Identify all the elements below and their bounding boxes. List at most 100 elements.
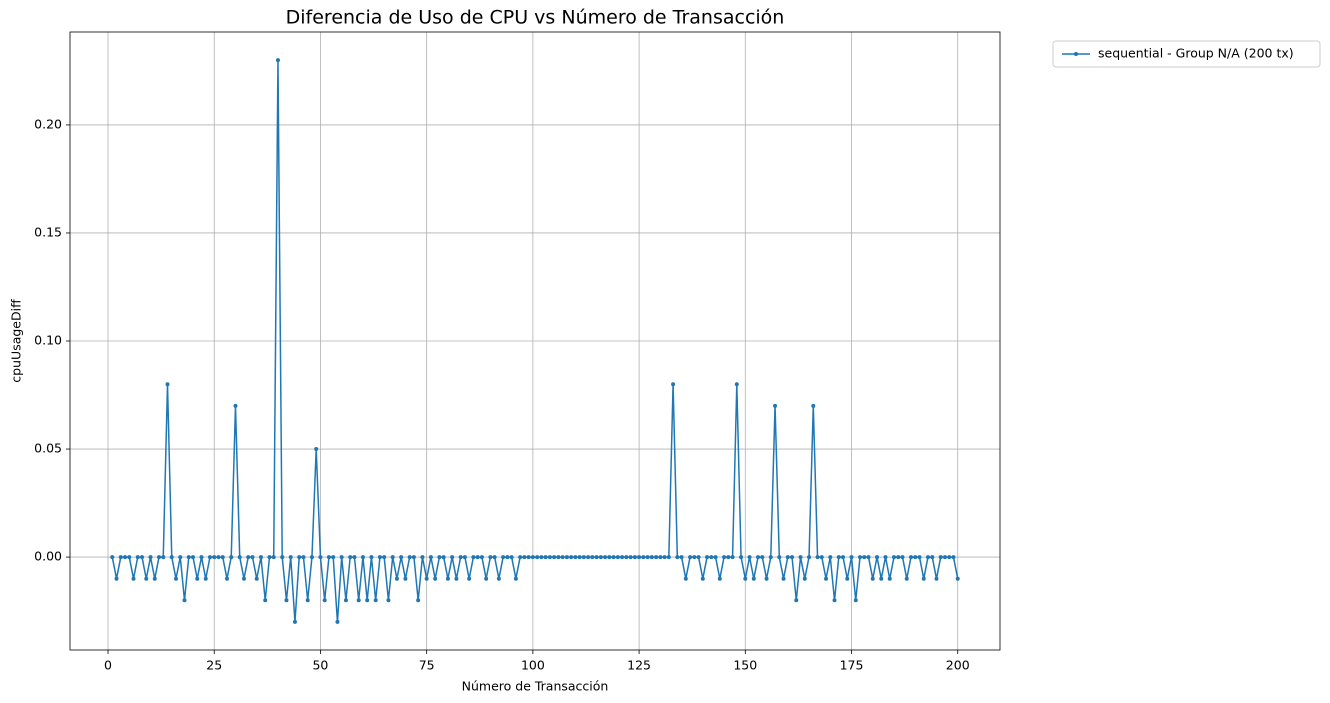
data-point	[819, 555, 824, 560]
data-point	[764, 576, 769, 581]
data-point	[730, 555, 735, 560]
data-point	[683, 576, 688, 581]
data-point	[462, 555, 467, 560]
data-point	[870, 576, 875, 581]
data-point	[450, 555, 455, 560]
data-point	[428, 555, 433, 560]
data-point	[356, 598, 361, 603]
data-point	[726, 555, 731, 560]
x-tick-label: 175	[840, 658, 864, 673]
data-point	[390, 555, 395, 560]
data-point	[637, 555, 642, 560]
x-tick-label: 25	[206, 658, 222, 673]
y-axis-label: cpuUsageDiff	[9, 299, 24, 383]
data-point	[696, 555, 701, 560]
data-point	[123, 555, 128, 560]
data-point	[271, 555, 276, 560]
data-point	[573, 555, 578, 560]
data-point	[403, 576, 408, 581]
data-point	[751, 576, 756, 581]
data-point	[849, 555, 854, 560]
data-point	[811, 403, 816, 408]
data-point	[471, 555, 476, 560]
data-point	[479, 555, 484, 560]
data-point	[207, 555, 212, 560]
data-point	[386, 598, 391, 603]
data-point	[445, 576, 450, 581]
data-point	[734, 382, 739, 387]
data-point	[305, 598, 310, 603]
data-point	[921, 576, 926, 581]
data-point	[743, 576, 748, 581]
data-point	[292, 619, 297, 624]
data-point	[675, 555, 680, 560]
legend-box	[1052, 40, 1321, 68]
x-tick-label: 0	[104, 658, 112, 673]
data-point	[768, 555, 773, 560]
x-tick-label: 50	[312, 658, 328, 673]
data-point	[505, 555, 510, 560]
data-point	[246, 555, 251, 560]
data-point	[917, 555, 922, 560]
data-point	[798, 555, 803, 560]
x-axis-label: Número de Transacción	[462, 679, 609, 694]
data-point	[250, 555, 255, 560]
data-point	[815, 555, 820, 560]
plot-frame	[69, 31, 1001, 651]
data-point	[654, 555, 659, 560]
data-point	[437, 555, 442, 560]
data-point	[509, 555, 514, 560]
data-point	[900, 555, 905, 560]
data-point	[603, 555, 608, 560]
data-point	[118, 555, 123, 560]
data-point	[174, 576, 179, 581]
data-point	[127, 555, 132, 560]
x-tick-label: 75	[419, 658, 435, 673]
data-point	[942, 555, 947, 560]
data-point	[828, 555, 833, 560]
data-point	[416, 598, 421, 603]
data-point	[492, 555, 497, 560]
data-point	[377, 555, 382, 560]
data-point	[114, 576, 119, 581]
data-point	[925, 555, 930, 560]
data-point	[875, 555, 880, 560]
data-point	[679, 555, 684, 560]
data-point	[628, 555, 633, 560]
data-point	[110, 555, 115, 560]
legend-marker	[1074, 52, 1078, 56]
data-point	[203, 576, 208, 581]
data-point	[620, 555, 625, 560]
data-point	[556, 555, 561, 560]
data-point	[883, 555, 888, 560]
data-point	[891, 555, 896, 560]
data-point	[297, 555, 302, 560]
x-tick-label: 100	[521, 658, 545, 673]
data-point	[955, 576, 960, 581]
data-point	[241, 576, 246, 581]
data-point	[530, 555, 535, 560]
data-point	[802, 576, 807, 581]
data-point	[467, 576, 472, 581]
data-point	[777, 555, 782, 560]
data-point	[220, 555, 225, 560]
data-point	[632, 555, 637, 560]
data-point	[458, 555, 463, 560]
data-point	[195, 576, 200, 581]
data-point	[607, 555, 612, 560]
data-point	[526, 555, 531, 560]
data-point	[488, 555, 493, 560]
data-point	[836, 555, 841, 560]
data-point	[144, 576, 149, 581]
data-point	[322, 598, 327, 603]
data-point	[513, 576, 518, 581]
data-point	[399, 555, 404, 560]
data-point	[862, 555, 867, 560]
data-point	[535, 555, 540, 560]
data-point	[794, 598, 799, 603]
data-point	[913, 555, 918, 560]
x-tick-label: 125	[627, 658, 651, 673]
data-point	[135, 555, 140, 560]
data-point	[216, 555, 221, 560]
data-point	[577, 555, 582, 560]
